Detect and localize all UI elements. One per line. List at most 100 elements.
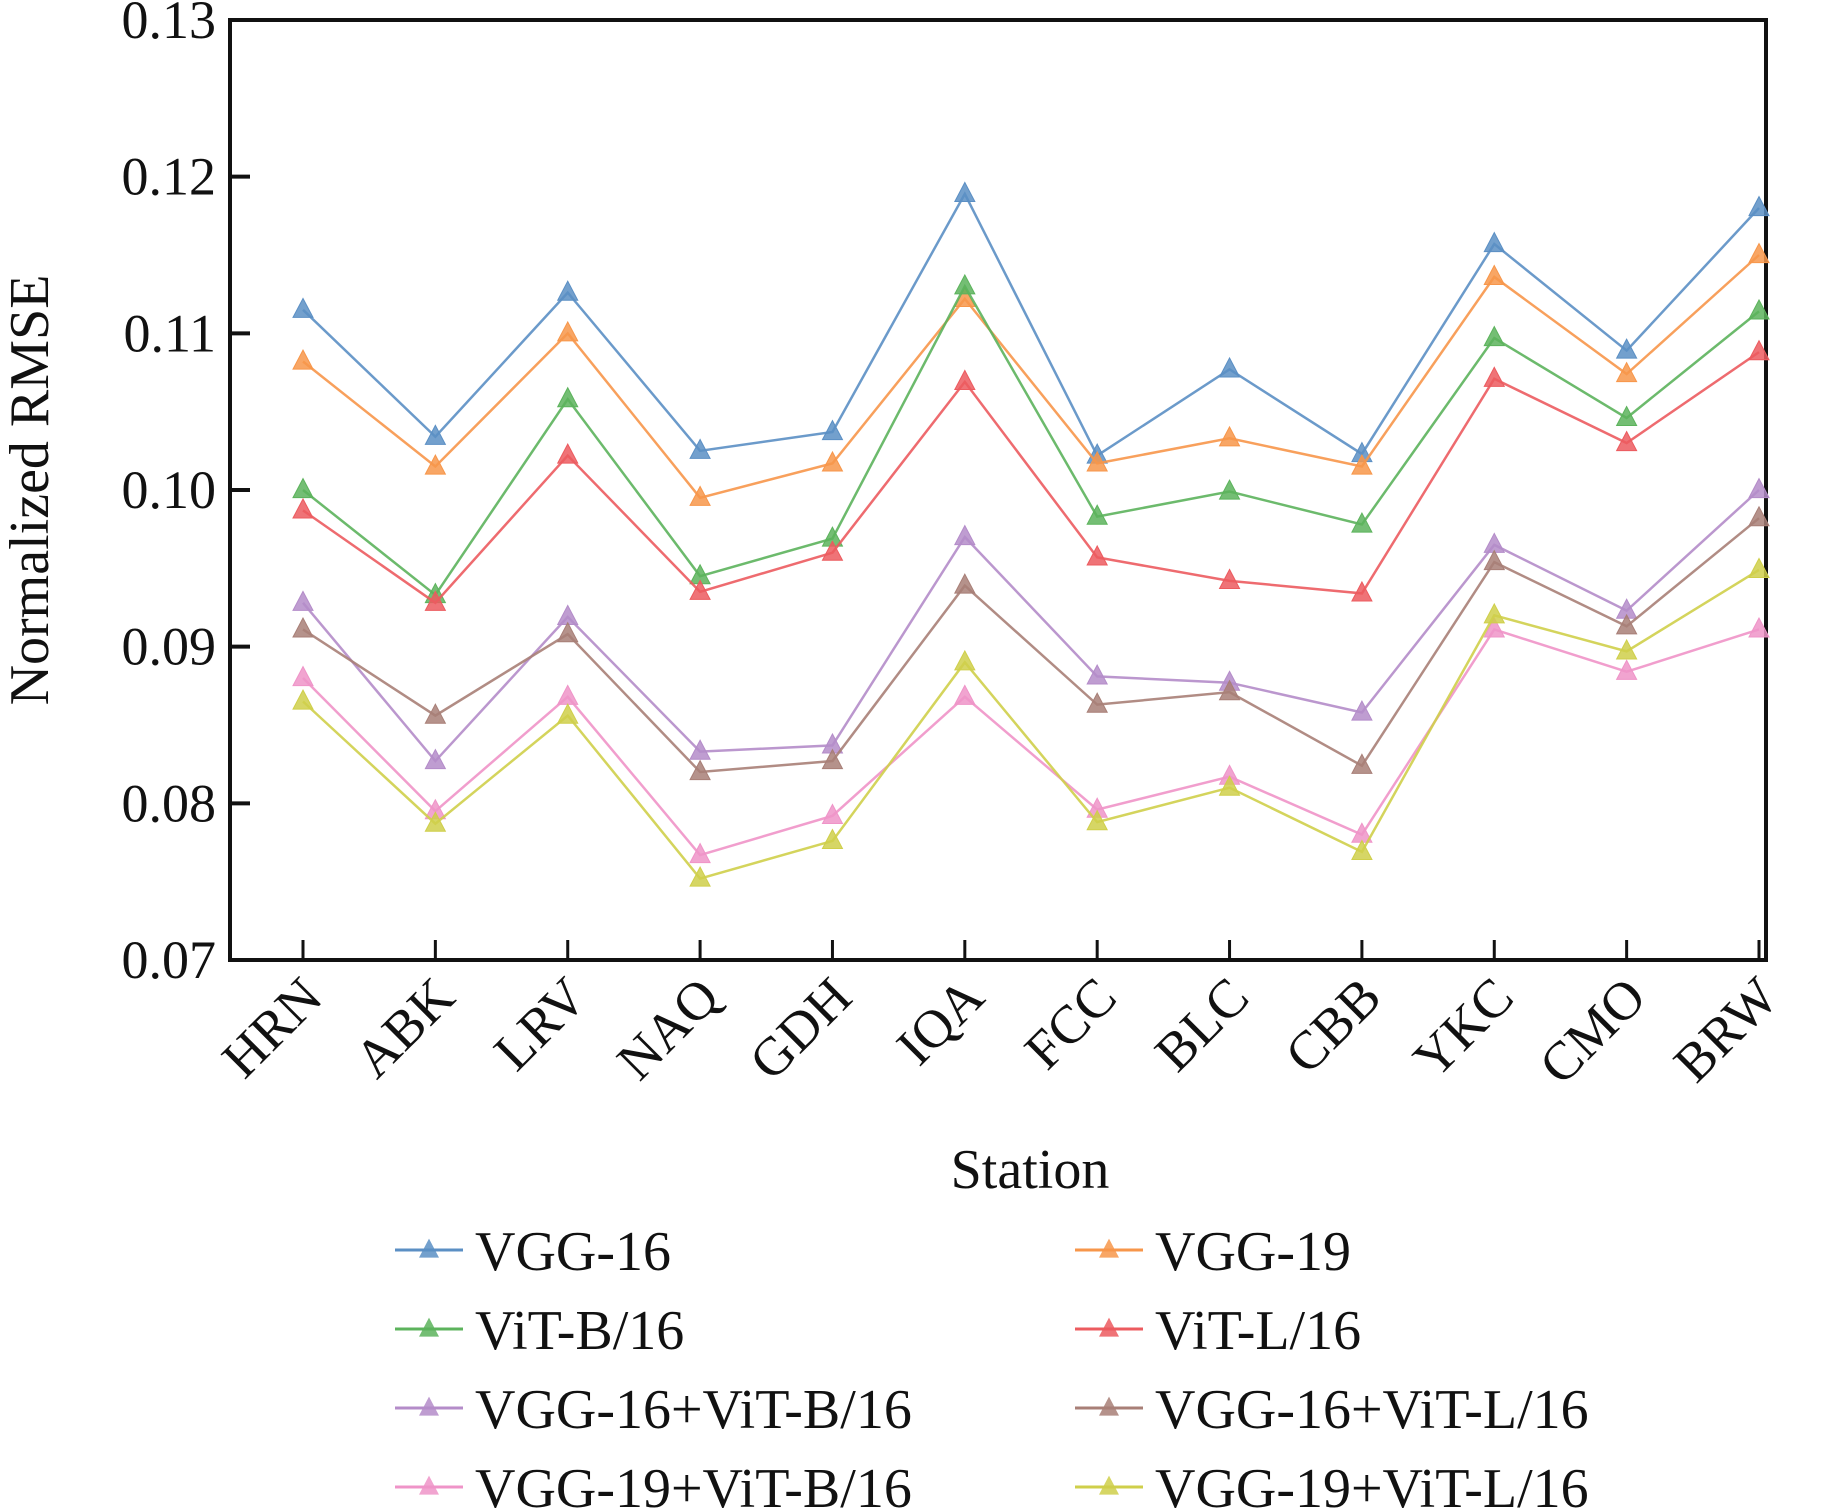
data-point xyxy=(1483,231,1506,253)
data-point xyxy=(953,524,976,546)
data-point xyxy=(1086,544,1109,566)
data-point xyxy=(821,803,844,824)
legend-item: VGG-16 xyxy=(395,1221,671,1283)
data-point xyxy=(953,649,976,671)
data-point xyxy=(689,579,711,600)
data-point xyxy=(1483,549,1506,571)
data-point xyxy=(1483,602,1506,624)
x-tick-label: BRW xyxy=(1662,966,1789,1093)
y-tick-label: 0.07 xyxy=(122,930,217,990)
data-point xyxy=(292,616,314,638)
data-point xyxy=(1218,425,1241,447)
data-point xyxy=(689,438,711,459)
legend-label: VGG-19+ViT-B/16 xyxy=(475,1458,912,1508)
series-vgg-16-vit-l-16 xyxy=(292,505,1770,781)
data-point xyxy=(1615,638,1638,660)
data-point xyxy=(1483,616,1506,638)
data-point xyxy=(1748,505,1770,527)
legend-label: VGG-19 xyxy=(1155,1221,1351,1283)
data-point xyxy=(1351,839,1373,860)
data-point xyxy=(1086,809,1109,831)
legend-triangle-icon xyxy=(419,1317,439,1337)
x-tick-label: YKC xyxy=(1402,966,1525,1089)
data-point xyxy=(1615,405,1638,427)
legend-label: VGG-16 xyxy=(475,1221,671,1283)
data-point xyxy=(292,497,314,519)
series-line xyxy=(302,627,1760,857)
legend-triangle-icon xyxy=(1099,1238,1119,1258)
x-tick-label: LRV xyxy=(482,966,598,1082)
legend-label: VGG-19+ViT-L/16 xyxy=(1155,1458,1589,1508)
legend-item: VGG-19 xyxy=(1075,1221,1351,1283)
data-point xyxy=(1615,361,1638,383)
data-point xyxy=(556,621,579,643)
y-axis-title: Normalized RMSE xyxy=(0,275,61,706)
data-point xyxy=(556,320,579,342)
data-point xyxy=(1351,753,1373,774)
legend-item: VGG-16+ViT-L/16 xyxy=(1075,1379,1589,1441)
x-tick-label: CBB xyxy=(1274,966,1393,1085)
data-point xyxy=(1483,366,1506,387)
x-tick-label: HRN xyxy=(210,966,333,1089)
y-tick-label: 0.11 xyxy=(124,303,217,363)
data-point xyxy=(1086,504,1109,525)
legend: VGG-16 VGG-19 ViT-B/16 ViT-L/16 VGG-16+ViT-B… xyxy=(395,1221,1589,1508)
y-tick-label: 0.10 xyxy=(122,460,217,520)
legend-label: VGG-16+ViT-B/16 xyxy=(475,1379,912,1441)
legend-triangle-icon xyxy=(419,1396,439,1416)
series-line xyxy=(302,568,1760,880)
data-point xyxy=(1351,454,1373,475)
data-point xyxy=(1748,298,1770,320)
series-vit-l-16 xyxy=(292,339,1770,611)
series-vgg-16 xyxy=(292,181,1770,464)
data-point xyxy=(1351,699,1373,721)
legend-triangle-icon xyxy=(419,1238,439,1258)
x-axis: HRN ABK LRV NAQ GDH IQA FCC BLC CBB YKC CMO BRW xyxy=(210,940,1790,1095)
legend-triangle-icon xyxy=(1099,1475,1119,1495)
plot-area xyxy=(228,18,1768,962)
series-line xyxy=(302,191,1760,458)
data-point xyxy=(1218,568,1241,589)
data-point xyxy=(821,748,844,770)
y-axis: 0.07 0.08 0.09 0.10 0.11 0.12 0.13 xyxy=(122,0,250,990)
data-point xyxy=(1748,477,1770,499)
x-axis-title: Station xyxy=(951,1139,1110,1201)
series-line xyxy=(302,283,1760,597)
data-point xyxy=(821,828,844,850)
y-tick-label: 0.12 xyxy=(122,147,217,207)
data-point xyxy=(1218,775,1241,796)
series-line xyxy=(302,489,1760,763)
series-line xyxy=(302,351,1760,605)
legend-item: VGG-19+ViT-L/16 xyxy=(1075,1458,1589,1508)
data-point xyxy=(1218,479,1241,500)
data-point xyxy=(953,573,976,594)
x-tick-label: IQA xyxy=(885,966,995,1076)
data-point xyxy=(1748,242,1770,264)
data-point xyxy=(1615,338,1638,359)
series-vgg-16-vit-b-16 xyxy=(292,477,1770,770)
data-point xyxy=(689,759,711,781)
x-tick-label: CMO xyxy=(1528,966,1657,1095)
data-point xyxy=(821,540,844,561)
data-point xyxy=(689,866,711,887)
data-point xyxy=(821,450,844,472)
data-point xyxy=(292,477,314,499)
data-point xyxy=(1748,339,1770,361)
data-point xyxy=(424,454,447,475)
y-tick-label: 0.08 xyxy=(122,773,217,833)
data-point xyxy=(953,273,976,295)
x-tick-label: FCC xyxy=(1013,966,1128,1081)
data-point xyxy=(1615,613,1638,635)
data-point xyxy=(424,424,447,445)
data-point xyxy=(292,689,314,710)
legend-triangle-icon xyxy=(419,1475,439,1495)
data-point xyxy=(689,739,711,760)
data-point xyxy=(1086,692,1109,713)
data-point xyxy=(556,604,579,625)
legend-label: ViT-B/16 xyxy=(475,1300,684,1362)
series-line xyxy=(302,517,1760,774)
data-point xyxy=(1615,430,1638,452)
data-point xyxy=(1615,659,1638,680)
data-point xyxy=(1086,663,1109,685)
